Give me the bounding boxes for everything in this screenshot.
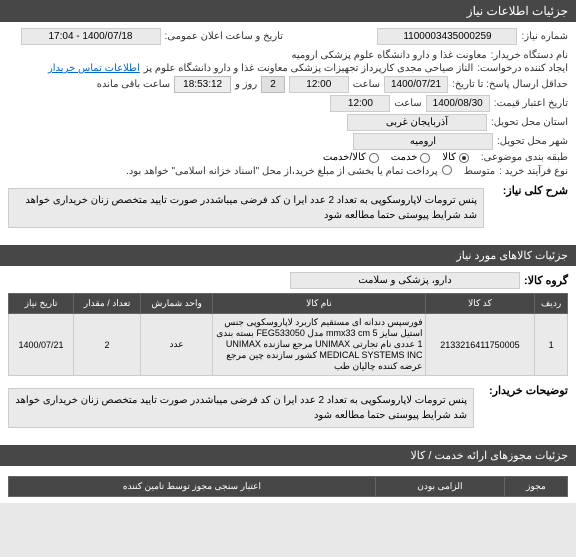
buyer-notes-text: پنس ترومات لاپاروسکوپی به تعداد 2 عدد ای…: [8, 388, 474, 428]
validity-label: تاریخ اعتبار قیمت:: [494, 98, 568, 109]
col-code: کد کالا: [425, 294, 535, 314]
col-unit: واحد شمارش: [141, 294, 213, 314]
validity-time: 12:00: [330, 95, 390, 112]
group-value: دارو، پزشکی و سلامت: [290, 272, 520, 289]
cell-row: 1: [535, 314, 568, 376]
permit-col-2: الزامی بودن: [375, 477, 504, 497]
creator-label: ایجاد کننده درخواست:: [477, 63, 568, 74]
countdown-days-label: روز و: [235, 79, 257, 90]
contact-link[interactable]: اطلاعات تماس خریدار: [48, 63, 140, 74]
category-label: طبقه بندی موضوعی:: [481, 152, 568, 163]
page-title: جزئیات اطلاعات نیاز: [467, 4, 568, 18]
col-name: نام کالا: [213, 294, 425, 314]
buyer-notes-label: توضیحات خریدار:: [478, 384, 568, 397]
permits-header: جزئیات مجوزهای ارائه خدمت / کالا: [0, 445, 576, 466]
announce-value: 1400/07/18 - 17:04: [21, 28, 161, 45]
process-label: نوع فرآیند خرید :: [499, 166, 568, 177]
process-note: پرداخت تمام یا بخشی از مبلغ خرید،از محل …: [126, 166, 438, 177]
radio-icon: [459, 153, 469, 163]
desc-label: شرح کلی نیاز:: [488, 184, 568, 197]
group-label: گروه کالا:: [524, 274, 568, 287]
permits-table: مجوز الزامی بودن اعتبار سنجی مجوز توسط ت…: [8, 476, 568, 497]
deadline-label: حداقل ارسال پاسخ: تا تاریخ:: [452, 79, 568, 90]
countdown-time: 18:53:12: [174, 76, 231, 93]
deadline-time: 12:00: [289, 76, 349, 93]
table-row: 1 2133216411750005 فورسپس دندانه ای مستق…: [9, 314, 568, 376]
validity-date: 1400/08/30: [426, 95, 490, 112]
cell-unit: عدد: [141, 314, 213, 376]
cell-code: 2133216411750005: [425, 314, 535, 376]
time-label-2: ساعت: [394, 98, 421, 109]
radio-goods[interactable]: کالا: [442, 152, 469, 163]
process-value: متوسط: [464, 166, 495, 177]
city-value: ارومیه: [353, 133, 493, 150]
cell-date: 1400/07/21: [9, 314, 74, 376]
permit-col-3: اعتبار سنجی مجوز توسط تامین کننده: [9, 477, 376, 497]
radio-icon: [420, 153, 430, 163]
city-label: شهر محل تحویل:: [497, 136, 568, 147]
col-qty: تعداد / مقدار: [74, 294, 141, 314]
radio-goods-service[interactable]: کالا/خدمت: [323, 152, 379, 163]
desc-box: پنس ترومات لاپاروسکوپی به تعداد 2 عدد ای…: [8, 188, 484, 228]
need-number-label: شماره نیاز:: [521, 31, 568, 42]
province-label: استان محل تحویل:: [491, 117, 568, 128]
province-value: آذربایجان غربی: [347, 114, 487, 131]
cell-name: فورسپس دندانه ای مستقیم کاربرد لاپاروسکو…: [213, 314, 425, 376]
cell-qty: 2: [74, 314, 141, 376]
time-label-1: ساعت: [353, 79, 380, 90]
page-title-bar: جزئیات اطلاعات نیاز: [0, 0, 576, 22]
items-header: جزئیات کالاهای مورد نیاز: [0, 245, 576, 266]
radio-icon: [369, 153, 379, 163]
items-table: ردیف کد کالا نام کالا واحد شمارش تعداد /…: [8, 293, 568, 376]
buyer-org-value: معاونت غذا و دارو دانشگاه علوم پزشکی ارو…: [291, 50, 486, 61]
announce-label: تاریخ و ساعت اعلان عمومی:: [165, 31, 284, 42]
countdown-days: 2: [261, 76, 285, 93]
deadline-date: 1400/07/21: [384, 76, 448, 93]
col-row: ردیف: [535, 294, 568, 314]
creator-value: الناز صیاحی مجدی کارپرداز تجهیزات پزشکی …: [144, 63, 473, 74]
radio-service[interactable]: خدمت: [391, 152, 431, 163]
permit-col-1: مجوز: [504, 477, 567, 497]
need-number-value: 1100003435000259: [377, 28, 517, 45]
check-icon: [442, 165, 452, 175]
countdown-suffix: ساعت باقی مانده: [97, 79, 170, 90]
col-date: تاریخ نیاز: [9, 294, 74, 314]
buyer-org-label: نام دستگاه خریدار:: [491, 50, 568, 61]
